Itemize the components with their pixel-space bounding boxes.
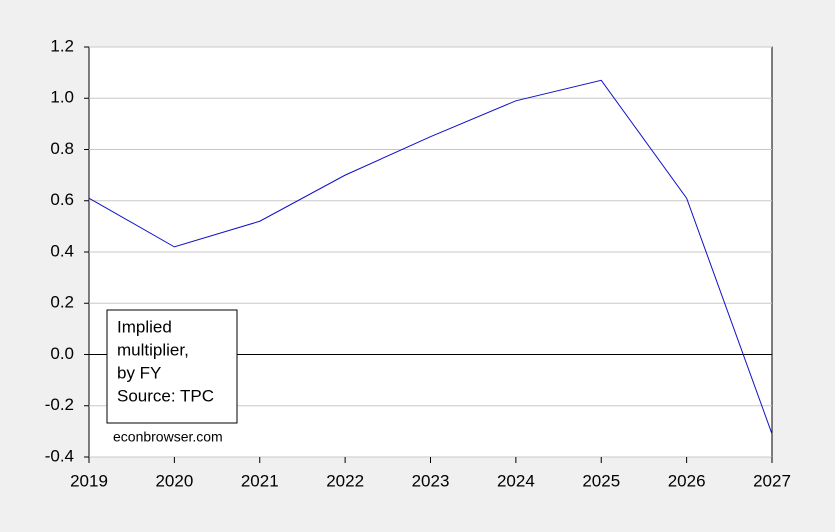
annotation-line: Implied	[117, 317, 172, 336]
x-tick-label: 2025	[582, 471, 620, 490]
x-tick-label: 2021	[241, 471, 279, 490]
x-tick-label: 2027	[753, 471, 791, 490]
x-tick-label: 2026	[668, 471, 706, 490]
y-tick-label: 0.4	[50, 241, 74, 260]
y-tick-label: 0.8	[50, 139, 74, 158]
y-tick-label: 1.2	[50, 36, 74, 55]
x-tick-label: 2022	[326, 471, 364, 490]
annotation-line: multiplier,	[117, 340, 189, 359]
x-tick-label: 2020	[155, 471, 193, 490]
annotation-line: Source: TPC	[117, 386, 214, 405]
data-line	[88, 79, 773, 435]
y-tick-label: -0.4	[45, 446, 74, 465]
y-tick-label: 1.0	[50, 88, 74, 107]
y-tick-label: 0.0	[50, 344, 74, 363]
y-tick-label: -0.2	[45, 395, 74, 414]
annotation-box	[106, 309, 238, 424]
x-tick-label: 2024	[497, 471, 535, 490]
annotation-line: by FY	[117, 363, 161, 382]
y-tick-label: 0.2	[50, 293, 74, 312]
x-tick-label: 2019	[70, 471, 108, 490]
credit: econbrowser.com	[113, 429, 223, 445]
y-tick-label: 0.6	[50, 190, 74, 209]
x-tick-label: 2023	[412, 471, 450, 490]
